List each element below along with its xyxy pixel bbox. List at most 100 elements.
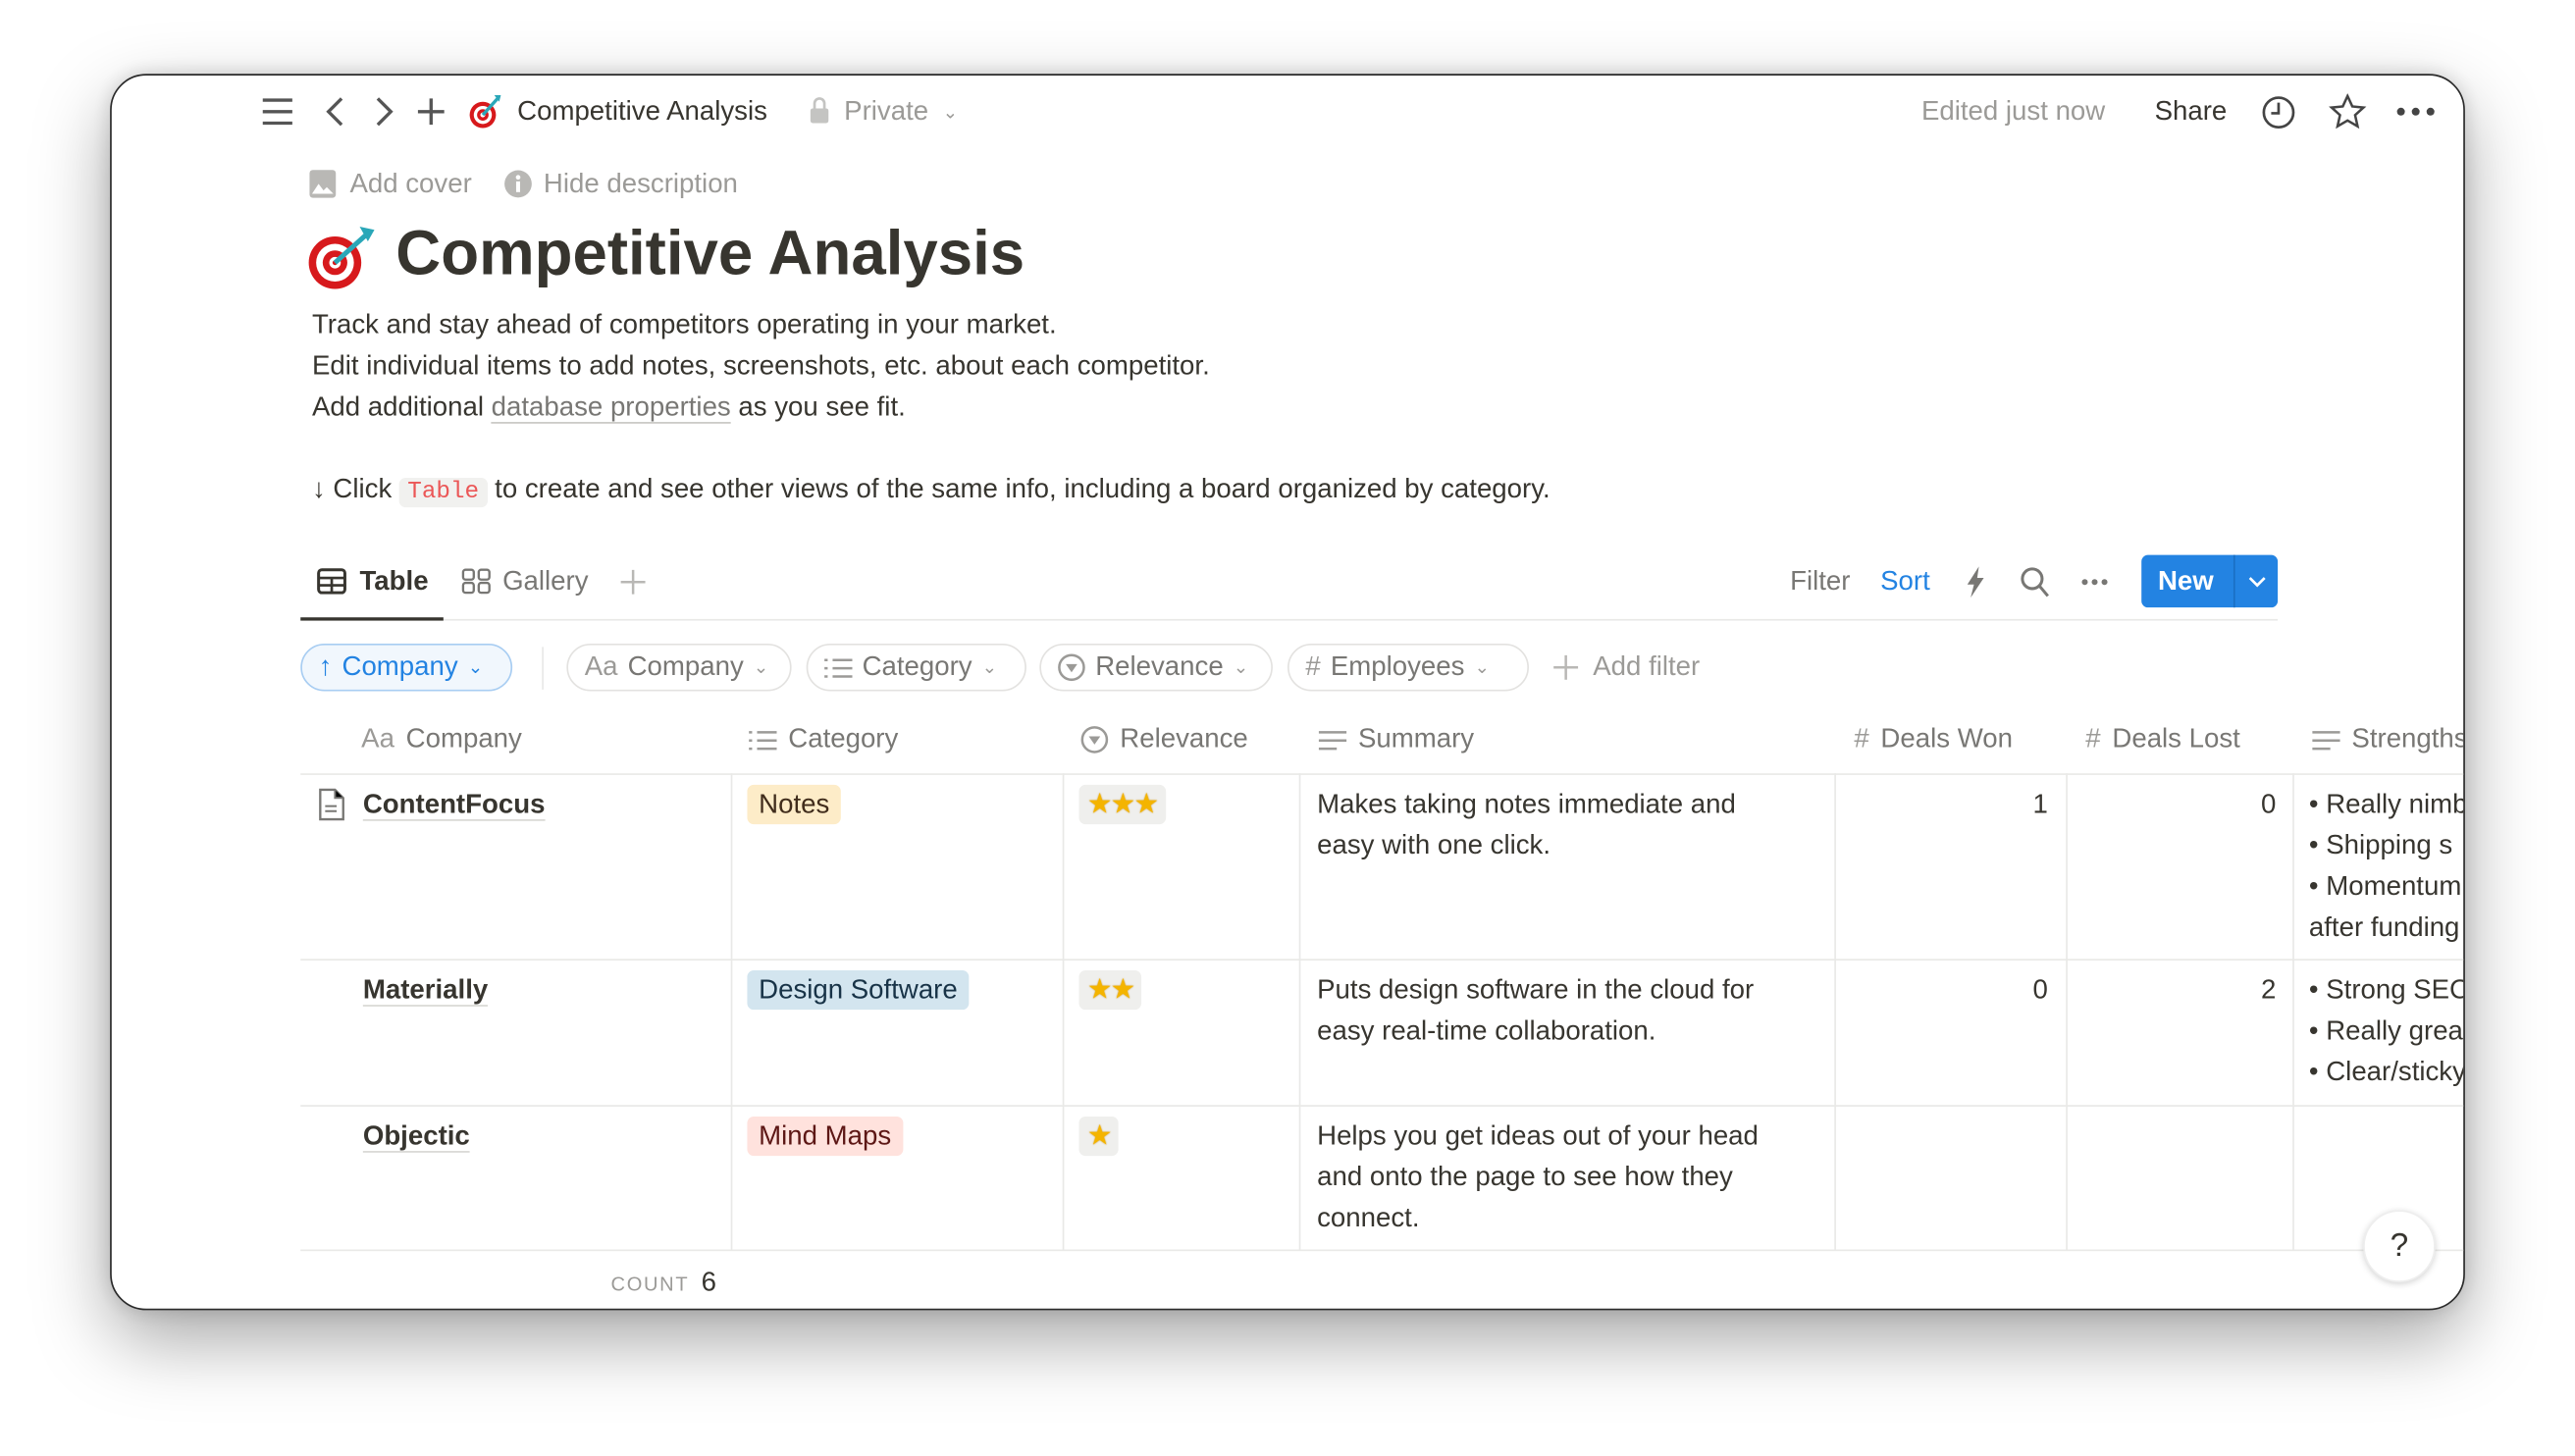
chip-label: Relevance xyxy=(1095,651,1224,682)
summary-cell[interactable]: Puts design software in the cloud for eas… xyxy=(1317,970,1754,1053)
new-dropdown-chevron-icon[interactable] xyxy=(2233,554,2278,608)
share-button[interactable]: Share xyxy=(2154,96,2228,127)
column-header-company[interactable]: Aa Company xyxy=(361,724,522,755)
text-lines-icon xyxy=(1318,728,1347,751)
category-tag: Mind Maps xyxy=(747,1116,903,1157)
text: ↓ Click xyxy=(311,474,399,504)
summary-cell[interactable]: Helps you get ideas out of your head and … xyxy=(1317,1117,1759,1240)
tab-table[interactable]: Table xyxy=(359,566,429,597)
back-icon[interactable] xyxy=(325,97,344,127)
chevron-down-icon: ⌄ xyxy=(467,658,484,679)
table-row-company[interactable]: Objectic xyxy=(362,1117,470,1158)
menu-icon[interactable] xyxy=(261,97,293,127)
header-label: Category xyxy=(788,724,899,754)
page-icon-target[interactable] xyxy=(304,225,380,290)
privacy-dropdown[interactable]: Private xyxy=(844,96,929,127)
row-divider xyxy=(300,1249,2464,1252)
summary-line: Makes taking notes immediate and xyxy=(1317,789,1736,820)
summary-line: Puts design software in the cloud for xyxy=(1317,975,1755,1006)
more-icon[interactable] xyxy=(2396,107,2436,117)
plus-icon[interactable] xyxy=(417,97,445,127)
strength-item: • Clear/sticky xyxy=(2308,1057,2465,1087)
sort-button[interactable]: Sort xyxy=(1880,566,1930,597)
database-properties-link[interactable]: database properties xyxy=(491,391,731,424)
company-name[interactable]: Objectic xyxy=(362,1120,470,1153)
sort-chip[interactable]: ↑ Company ⌄ xyxy=(300,644,513,692)
table-row-company[interactable]: ContentFocus xyxy=(319,785,546,826)
deals-lost-cell[interactable]: 2 xyxy=(2261,975,2277,1006)
description-line-2: Edit individual items to add notes, scre… xyxy=(311,351,1210,382)
column-header-summary[interactable]: Summary xyxy=(1318,724,1474,755)
summary-line: Helps you get ideas out of your head xyxy=(1317,1120,1759,1152)
chip-label: Company xyxy=(627,651,744,682)
filter-chip-category[interactable]: Category ⌄ xyxy=(806,644,1026,692)
add-view-icon[interactable] xyxy=(620,569,646,595)
strengths-cell[interactable]: • Really nimb • Shipping s • Momentum after… xyxy=(2308,785,2463,949)
strengths-cell[interactable]: • Strong SEO • Really grea • Clear/sticky xyxy=(2308,970,2465,1134)
category-cell[interactable]: Notes xyxy=(747,784,841,826)
text: to create and see other views of the sam… xyxy=(487,474,1550,504)
strength-item: after funding xyxy=(2308,912,2460,943)
chip-label: Employees xyxy=(1330,651,1465,682)
column-header-deals-lost[interactable]: # Deals Lost xyxy=(2085,724,2240,755)
add-cover-button[interactable]: Add cover xyxy=(349,169,472,199)
number-icon: # xyxy=(2085,724,2101,754)
help-button[interactable]: ? xyxy=(2363,1210,2436,1282)
column-header-deals-won[interactable]: # Deals Won xyxy=(1854,724,2013,755)
category-cell[interactable]: Design Software xyxy=(747,970,970,1012)
number-icon: # xyxy=(1854,724,1869,754)
add-filter-button[interactable]: Add filter xyxy=(1593,651,1701,682)
tab-gallery[interactable]: Gallery xyxy=(502,566,589,597)
header-label: Strengths xyxy=(2351,724,2465,754)
list-icon xyxy=(749,728,777,751)
breadcrumb-title[interactable]: Competitive Analysis xyxy=(517,96,767,127)
column-divider xyxy=(730,773,733,1250)
count-label: COUNT xyxy=(610,1272,690,1296)
company-name[interactable]: Materially xyxy=(362,975,489,1007)
column-divider xyxy=(1298,773,1301,1250)
filter-button[interactable]: Filter xyxy=(1790,566,1851,597)
column-header-category[interactable]: Category xyxy=(749,724,898,755)
edited-status: Edited just now xyxy=(1920,96,2106,127)
clock-icon[interactable] xyxy=(2261,95,2295,130)
category-tag: Notes xyxy=(747,784,841,825)
filter-chip-company[interactable]: Aa Company ⌄ xyxy=(566,644,792,692)
column-header-relevance[interactable]: Relevance xyxy=(1080,724,1248,755)
relevance-cell[interactable]: ★ xyxy=(1078,1116,1120,1158)
description-line-1: Track and stay ahead of competitors oper… xyxy=(311,310,1057,340)
help-icon: ? xyxy=(2390,1226,2409,1264)
new-button[interactable]: New xyxy=(2157,565,2214,596)
automation-bolt-icon[interactable] xyxy=(1966,566,1985,598)
row-divider xyxy=(300,1105,2464,1107)
deals-won-cell[interactable]: 1 xyxy=(2032,789,2048,820)
search-icon[interactable] xyxy=(2020,566,2049,598)
relevance-cell[interactable]: ★★ xyxy=(1078,970,1142,1012)
hide-description-button[interactable]: Hide description xyxy=(543,169,738,199)
image-icon xyxy=(309,169,337,198)
active-tab-underline xyxy=(300,617,444,621)
filter-chip-relevance[interactable]: Relevance ⌄ xyxy=(1039,644,1273,692)
sort-chip-label: Company xyxy=(342,651,458,682)
summary-cell[interactable]: Makes taking notes immediate and easy wit… xyxy=(1317,785,1736,867)
inline-code: Table xyxy=(398,477,488,508)
relevance-cell[interactable]: ★★★ xyxy=(1078,784,1166,826)
forward-icon[interactable] xyxy=(375,97,394,127)
view-more-icon[interactable] xyxy=(2080,578,2108,586)
summary-line: easy real-time collaboration. xyxy=(1317,1015,1656,1047)
count-value: 6 xyxy=(701,1267,716,1298)
company-name[interactable]: ContentFocus xyxy=(362,789,546,821)
filter-chip-employees[interactable]: # Employees ⌄ xyxy=(1288,644,1530,692)
relevance-stars: ★ xyxy=(1078,1116,1120,1157)
table-row-company[interactable]: Materially xyxy=(362,970,489,1012)
page-title[interactable]: Competitive Analysis xyxy=(395,220,1025,289)
deals-won-cell[interactable]: 0 xyxy=(2032,975,2048,1006)
star-icon[interactable] xyxy=(2329,93,2367,130)
deals-lost-cell[interactable]: 0 xyxy=(2261,789,2277,820)
strength-item: • Really grea xyxy=(2308,1015,2463,1047)
column-divider xyxy=(1062,773,1065,1250)
lock-icon xyxy=(810,97,829,125)
category-cell[interactable]: Mind Maps xyxy=(747,1116,903,1158)
strength-item: • Momentum xyxy=(2308,871,2462,902)
column-header-strengths[interactable]: Strengths xyxy=(2312,724,2465,755)
chip-label: Category xyxy=(862,651,972,682)
